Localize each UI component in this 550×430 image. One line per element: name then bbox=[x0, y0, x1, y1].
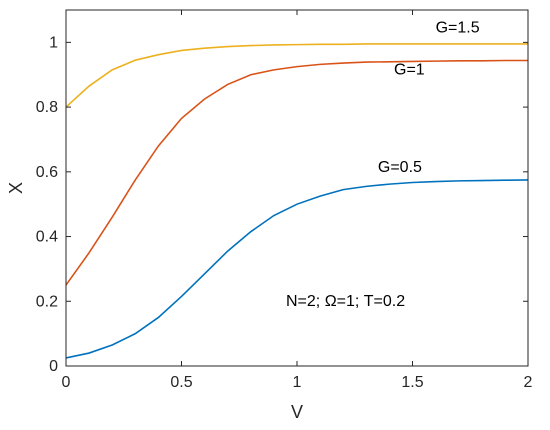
x-tick-label: 0 bbox=[62, 374, 71, 391]
series-label-1: G=0.5 bbox=[378, 159, 422, 176]
parameter-annotation: N=2; Ω=1; T=0.2 bbox=[286, 293, 405, 310]
y-tick-label: 0.4 bbox=[36, 229, 58, 246]
y-axis-ticks: 0 0.2 0.4 0.6 0.8 1 bbox=[36, 34, 528, 375]
y-tick-label: 1 bbox=[49, 34, 58, 51]
y-axis-label: X bbox=[6, 182, 26, 194]
series-line-3 bbox=[65, 43, 528, 108]
series-label-3: G=1.5 bbox=[436, 20, 480, 37]
x-tick-label: 1 bbox=[293, 374, 302, 391]
y-tick-label: 0.8 bbox=[36, 99, 58, 116]
series-line-1 bbox=[65, 179, 529, 359]
y-tick-label: 0.6 bbox=[36, 164, 58, 181]
x-tick-label: 1.5 bbox=[401, 374, 423, 391]
series-label-2: G=1 bbox=[394, 62, 425, 79]
series-layer bbox=[65, 43, 529, 359]
x-tick-label: 2 bbox=[524, 374, 533, 391]
series-labels: G=0.5 G=1 G=1.5 bbox=[378, 20, 480, 176]
y-tick-label: 0.2 bbox=[36, 293, 58, 310]
series-line-2 bbox=[65, 59, 528, 286]
x-tick-label: 0.5 bbox=[170, 374, 192, 391]
x-axis-ticks: 0 0.5 1 1.5 2 bbox=[62, 10, 533, 391]
y-tick-label: 0 bbox=[49, 358, 58, 375]
x-axis-label: V bbox=[291, 402, 303, 422]
plot-area-frame bbox=[65, 9, 529, 367]
